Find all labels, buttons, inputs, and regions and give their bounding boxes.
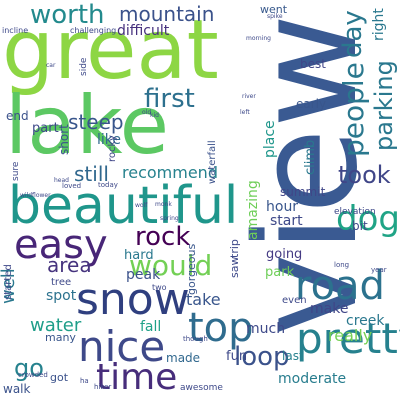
word-day: day (338, 9, 368, 58)
word-make: make (310, 301, 349, 317)
word-steep: steep (68, 110, 124, 134)
word-water: water (30, 315, 82, 336)
word-fall: fall (140, 319, 162, 335)
word-would: would (129, 249, 213, 282)
word-beautiful: beautiful (8, 176, 239, 236)
word-hard: hard (124, 248, 154, 263)
word-park: park (265, 265, 295, 280)
word-head: head (54, 177, 69, 184)
word-really: really (328, 326, 373, 345)
word-bit: bit (352, 219, 368, 233)
word-creek: creek (346, 313, 385, 329)
word-hiker: hiker (94, 383, 112, 391)
word-kid: kid (150, 112, 159, 119)
word-morning: morning (246, 35, 271, 42)
word-left: left (240, 109, 250, 116)
word-moderate: moderate (278, 371, 347, 387)
word-ha: ha (80, 377, 89, 385)
word-part: part (32, 121, 59, 136)
word-people: people (337, 61, 370, 157)
word-end: end (6, 109, 29, 123)
word-many: many (45, 331, 76, 344)
word-wolf: wolf (135, 202, 148, 209)
word-place: place (262, 119, 278, 158)
word-gorgeous: gorgeous (185, 243, 198, 296)
word-crowded: crowded (18, 371, 48, 379)
word-top: top (188, 305, 254, 351)
word-climb: climb (303, 139, 318, 176)
word-road: road (295, 263, 385, 309)
word-tree: tree (51, 277, 72, 288)
word-side: side (79, 57, 89, 77)
word-great: great (2, 3, 219, 98)
word-sure: sure (11, 161, 21, 182)
word-time: time (96, 357, 178, 398)
word-spike: spike (267, 13, 283, 20)
word-took: took (338, 161, 391, 189)
word-amazing: amazing (245, 179, 261, 240)
word-last: last (282, 349, 304, 363)
word-like: like (97, 132, 122, 148)
word-today: today (98, 181, 118, 189)
word-dog: dog (336, 199, 400, 239)
word-easy: easy (14, 222, 108, 268)
word-difficult: difficult (117, 23, 170, 39)
word-go: go (14, 354, 44, 382)
word-long: long (334, 261, 350, 269)
word-spring: spring (160, 215, 179, 222)
word-hour: hour (266, 199, 299, 215)
word-challenging: challenging (70, 26, 117, 35)
word-loop: loop (234, 342, 290, 372)
word-old: old (142, 109, 152, 116)
word-saw: saw (228, 256, 241, 279)
word-trip: trip (228, 238, 241, 258)
word-went: went (260, 3, 288, 16)
word-right: right (371, 7, 387, 41)
word-year: year (371, 266, 387, 274)
word-recommend: recommend (122, 163, 218, 182)
word-going: going (266, 247, 303, 262)
word-wildflower: wildflower (20, 192, 51, 199)
word-take: take (186, 290, 221, 309)
word-early: early (296, 97, 327, 111)
word-waterfall: waterfall (207, 139, 218, 184)
word-still: still (74, 162, 109, 186)
word-awesome: awesome (180, 383, 223, 393)
word-got: got (50, 371, 69, 384)
word-incline: incline (2, 26, 29, 35)
word-parking: parking (370, 59, 398, 151)
word-best: best (300, 57, 326, 71)
word-spot: spot (46, 288, 77, 304)
word-worth: worth (30, 0, 105, 30)
word-summit: summit (280, 185, 326, 199)
word-river: river (242, 93, 256, 100)
word-made: made (166, 351, 201, 365)
word-nice: nice (78, 322, 166, 371)
word-peak: peak (126, 267, 161, 283)
word-first: first (144, 84, 195, 114)
word-short: short (57, 123, 71, 155)
word-fun: fun (226, 349, 248, 364)
word-pretty: pretty (296, 314, 400, 363)
word-loved: loved (62, 182, 82, 190)
word-monk: monk (155, 201, 172, 208)
word-snow: snow (76, 274, 190, 325)
word-area: area (47, 253, 92, 277)
word-car: car (46, 62, 56, 69)
word-much: much (246, 321, 286, 337)
word-rocky: rocky (107, 134, 118, 162)
word-elevation: elevation (334, 207, 376, 217)
word-start: start (270, 213, 303, 229)
word-even: even (282, 295, 307, 306)
word-though: though (183, 335, 208, 343)
word-started: started (3, 263, 14, 300)
word-lake: lake (5, 79, 169, 172)
word-walk: walk (3, 382, 31, 396)
word-mountain: mountain (119, 2, 215, 26)
word-two: two (152, 283, 167, 292)
word-rock: rock (135, 222, 191, 252)
